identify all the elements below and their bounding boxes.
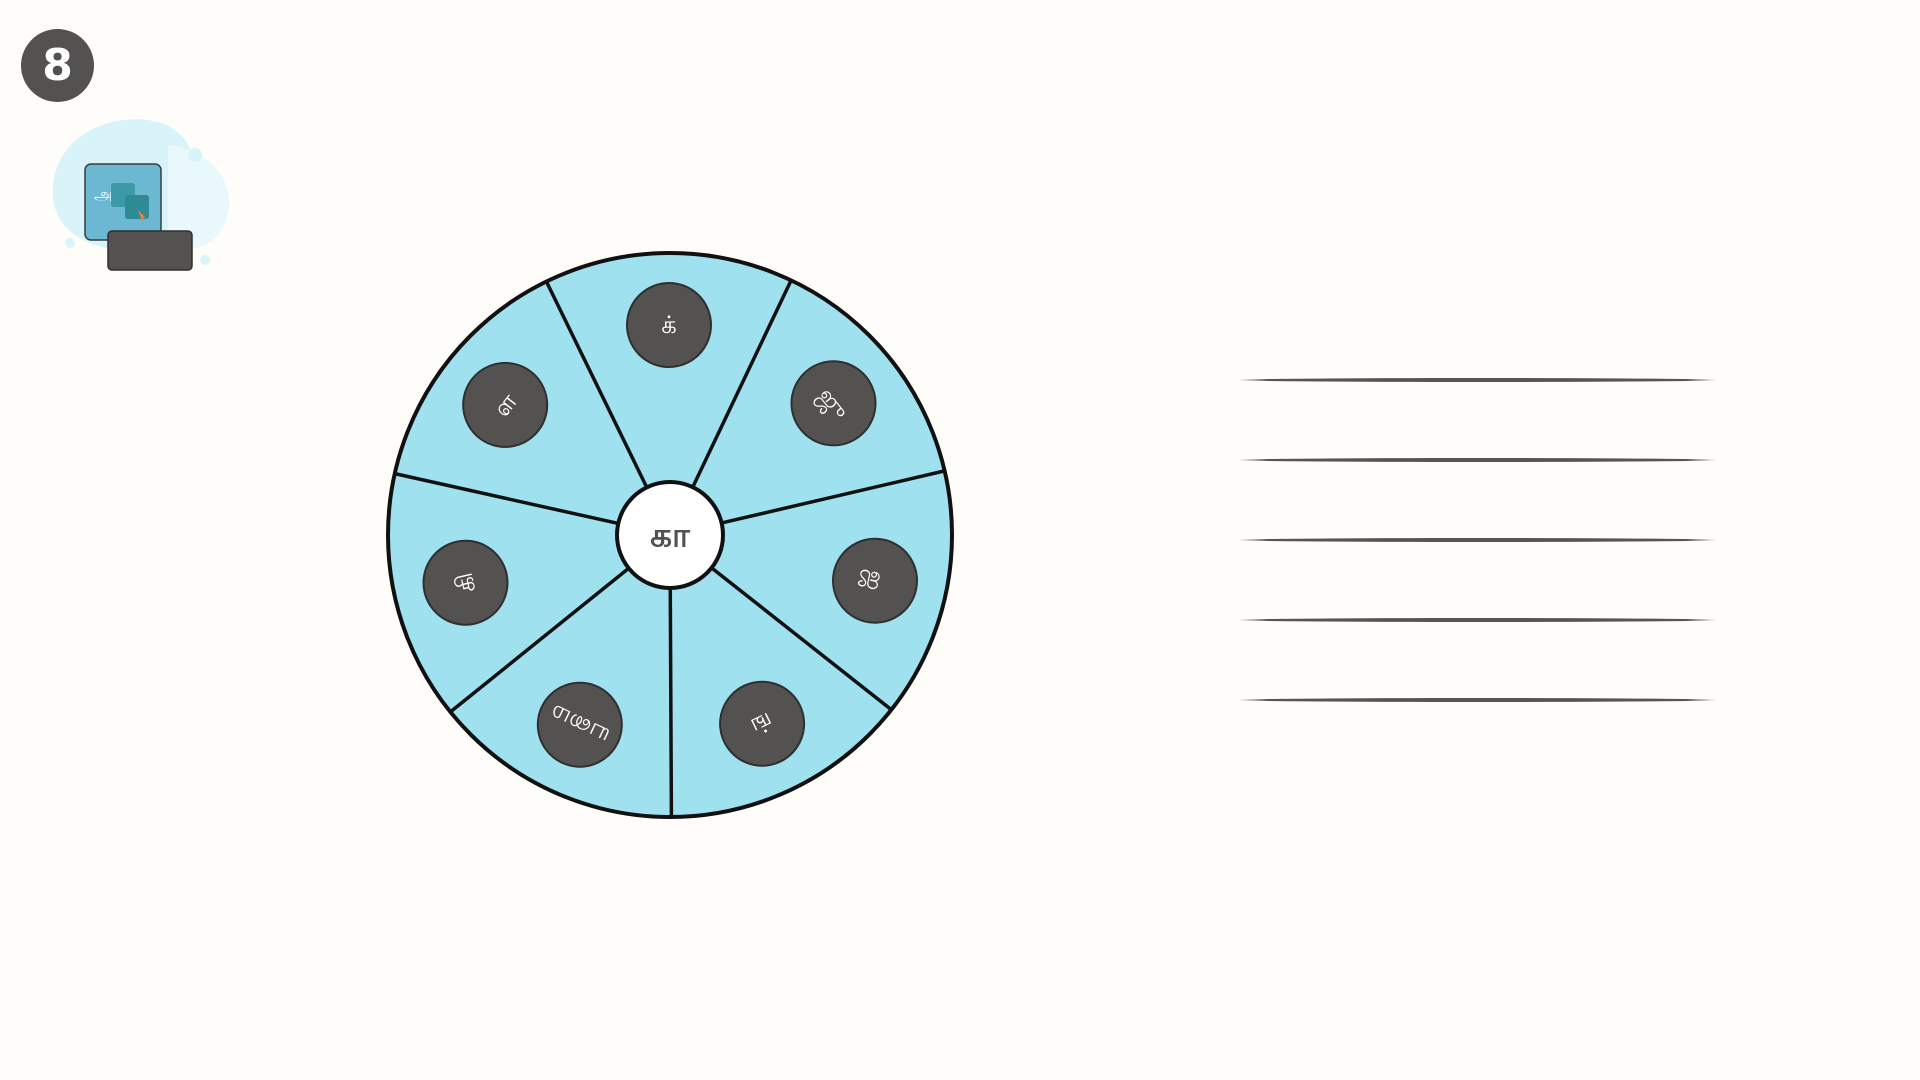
step-number-badge: 8 xyxy=(21,29,94,102)
wheel-letter-token[interactable]: ஜ xyxy=(825,531,925,631)
token-circle xyxy=(422,539,509,626)
wheel-divider xyxy=(710,566,893,712)
wheel-divider xyxy=(721,469,946,525)
wheel-letter-token[interactable]: க் xyxy=(626,282,712,368)
token-circle xyxy=(462,361,549,448)
wheel-divider xyxy=(668,587,674,818)
token-circle xyxy=(832,537,918,624)
token-letter: க் xyxy=(661,311,677,339)
token-circle xyxy=(626,282,712,368)
letter-wheel[interactable]: க் ஜு ஜங் யமைகி ள கா xyxy=(370,235,970,835)
wheel-letter-token[interactable]: ள xyxy=(446,346,564,464)
wheel-divider xyxy=(449,566,630,714)
letter-drag-activity-icon: அ xyxy=(52,119,229,271)
token-circle xyxy=(790,360,877,447)
answer-lines xyxy=(1240,370,1715,710)
center-letter: கா xyxy=(650,516,691,556)
wheel-letter-token[interactable]: யமை xyxy=(524,669,636,781)
wheel-divider xyxy=(691,279,793,488)
wheel-letter-token[interactable]: ஜு xyxy=(774,344,892,462)
wheel-letter-token[interactable]: ங் xyxy=(706,668,818,780)
wheel-letter-token[interactable]: கி xyxy=(415,532,516,633)
answer-line[interactable] xyxy=(1240,378,1715,382)
wheel-divider xyxy=(544,280,649,489)
step-number: 8 xyxy=(42,40,73,91)
answer-line[interactable] xyxy=(1240,458,1715,462)
answer-line[interactable] xyxy=(1240,538,1715,542)
token-circle xyxy=(536,681,623,768)
token-circle xyxy=(719,680,806,767)
answer-line[interactable] xyxy=(1240,618,1715,622)
wheel-divider xyxy=(394,471,619,526)
activity-icon-glyph: அ xyxy=(94,185,113,205)
wheel-hub xyxy=(615,480,725,590)
answer-line[interactable] xyxy=(1240,698,1715,702)
